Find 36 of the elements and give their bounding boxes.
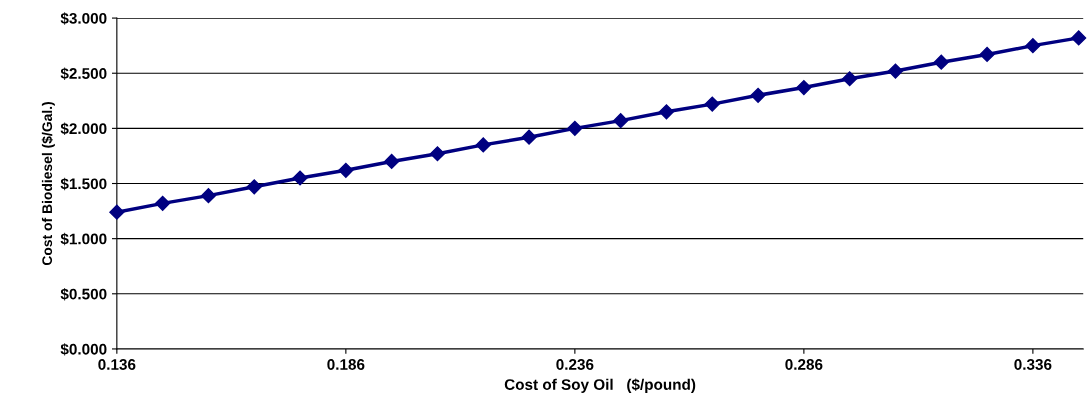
point <box>658 104 675 120</box>
point <box>1071 30 1087 46</box>
point <box>796 79 812 96</box>
x-tick-label: 0.186 <box>327 359 365 370</box>
point <box>109 204 125 220</box>
point <box>521 129 537 145</box>
point <box>842 71 858 87</box>
x-tick-label: 0.286 <box>785 359 823 370</box>
point <box>613 113 629 129</box>
y-tick-label: $0.500 <box>60 287 107 301</box>
point <box>567 120 583 136</box>
y-axis-title: Cost of Biodiesel ($/Gal.) <box>41 102 55 266</box>
point <box>979 46 995 63</box>
point <box>887 63 904 79</box>
x-axis-title: Cost of Soy Oil ($/pound) <box>504 378 696 393</box>
point <box>246 179 262 195</box>
x-tick-label: 0.336 <box>1014 359 1052 370</box>
x-tick-label: 0.136 <box>98 359 136 370</box>
y-tick-label: $2.500 <box>60 67 107 80</box>
point <box>933 54 949 70</box>
point <box>200 188 217 204</box>
y-tick-label: $2.000 <box>60 122 107 136</box>
point <box>155 195 171 211</box>
point <box>1025 38 1041 54</box>
y-tick-label: $1.500 <box>60 177 107 191</box>
point <box>384 153 400 170</box>
x-tick-label: 0.236 <box>556 359 594 370</box>
y-tick-label: $1.000 <box>60 232 107 246</box>
point <box>338 162 354 178</box>
y-tick-label: $3.000 <box>60 12 107 25</box>
point <box>704 96 720 112</box>
point <box>475 137 491 153</box>
point <box>750 87 766 103</box>
point <box>292 170 308 186</box>
y-tick-label: $0.000 <box>60 343 107 356</box>
point <box>429 146 446 162</box>
